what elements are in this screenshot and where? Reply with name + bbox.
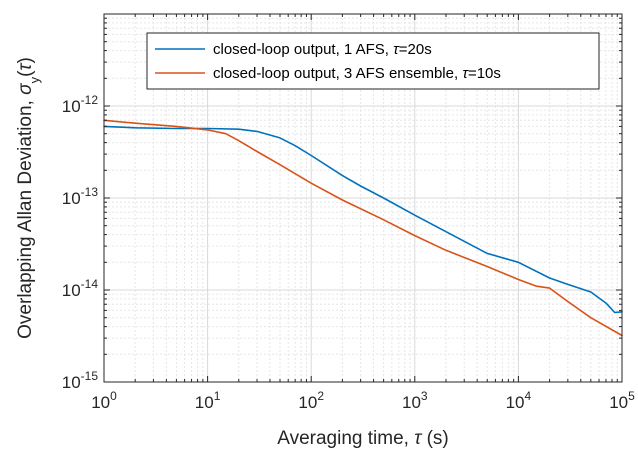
tick-marks (103, 13, 623, 383)
x-tick-label: 102 (298, 389, 324, 412)
x-tick-label: 105 (609, 389, 635, 412)
x-tick-label: 104 (506, 389, 532, 412)
legend-label-series-1: closed-loop output, 1 AFS, τ=20s (213, 41, 432, 58)
x-tick-label: 103 (402, 389, 428, 412)
series-line-1 (103, 125, 623, 314)
y-tick-labels: 10-15 10-14 10-13 10-12 (62, 93, 99, 392)
x-axis-label: Averaging time, τ (s) (277, 428, 449, 449)
legend-label-series-2: closed-loop output, 3 AFS ensemble, τ=10… (213, 65, 501, 82)
legend: closed-loop output, 1 AFS, τ=20s closed-… (146, 32, 600, 90)
x-tick-label: 100 (91, 389, 117, 412)
series-line-2 (103, 119, 623, 337)
y-tick-label: 10-14 (62, 277, 99, 300)
y-axis-label: Overlapping Allan Deviation, σy(τ) (15, 57, 42, 339)
x-tick-labels: 100 101 102 103 104 105 (91, 389, 635, 412)
series-lines (103, 119, 623, 337)
x-tick-label: 101 (195, 389, 221, 412)
y-tick-label: 10-12 (62, 93, 99, 116)
y-tick-label: 10-13 (62, 185, 99, 208)
legend-box (146, 32, 600, 90)
y-tick-label: 10-15 (62, 369, 99, 392)
